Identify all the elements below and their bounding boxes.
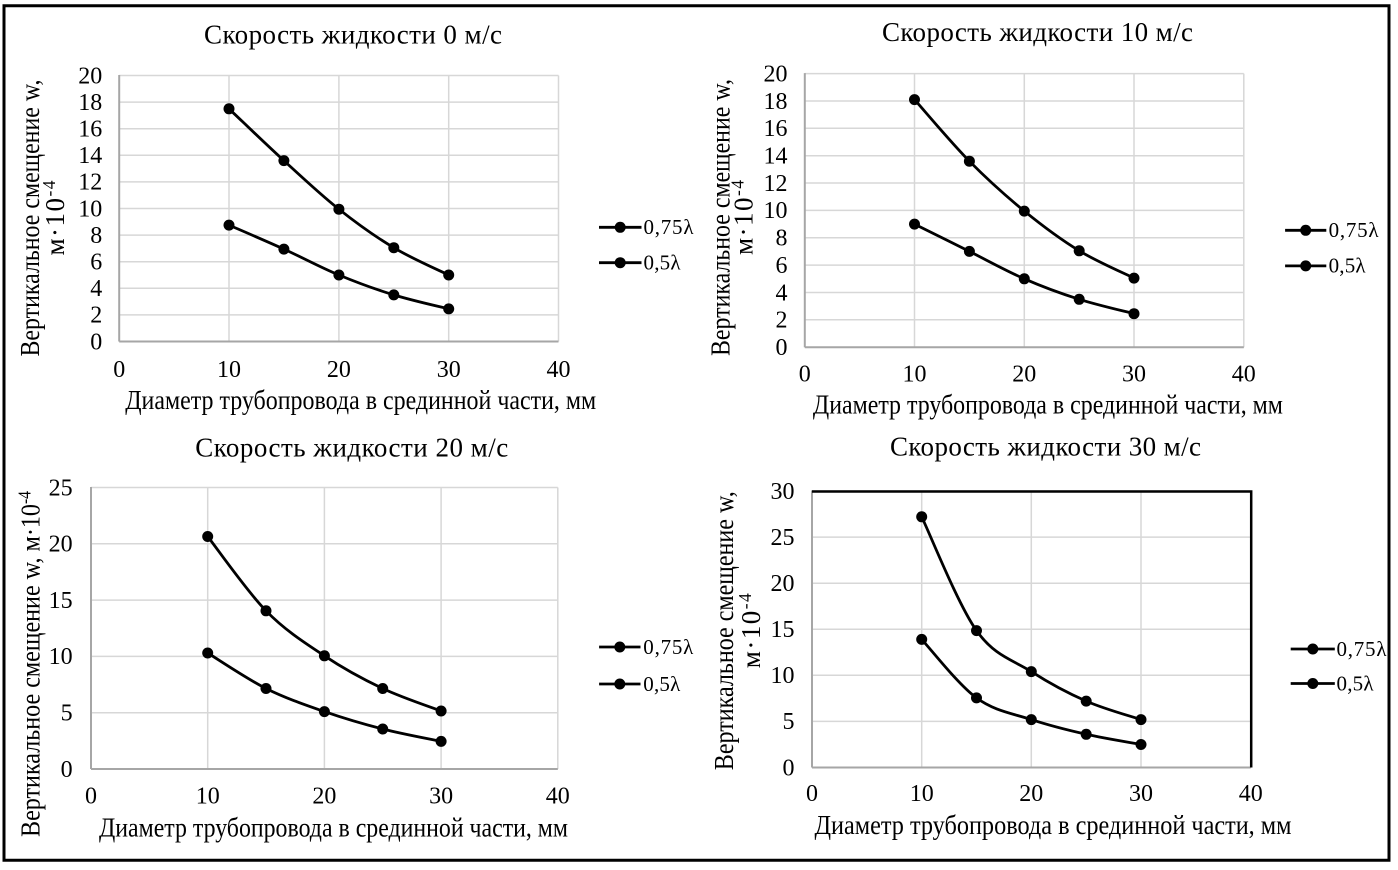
svg-text:20: 20 (771, 571, 795, 597)
svg-text:15: 15 (49, 588, 73, 614)
svg-text:10: 10 (196, 784, 220, 810)
svg-text:40: 40 (546, 784, 570, 810)
svg-text:Вертикальное смещение w,: Вертикальное смещение w, (709, 491, 739, 770)
svg-text:18: 18 (764, 89, 788, 115)
svg-text:Диаметр трубопровода в срединн: Диаметр трубопровода в срединной части, … (99, 813, 568, 843)
svg-text:14: 14 (78, 143, 102, 169)
svg-text:20: 20 (1019, 781, 1043, 807)
svg-text:0: 0 (799, 362, 811, 388)
svg-text:4: 4 (90, 276, 102, 302)
svg-text:Диаметр трубопровода в срединн: Диаметр трубопровода в срединной части, … (815, 810, 1292, 840)
svg-text:0,75λ: 0,75λ (643, 635, 694, 659)
svg-text:10: 10 (771, 663, 795, 689)
svg-text:Диаметр трубопровода в срединн: Диаметр трубопровода в срединной части, … (813, 390, 1283, 420)
svg-text:Скорость жидкости 20 м/с: Скорость жидкости 20 м/с (195, 432, 508, 462)
svg-text:15: 15 (771, 617, 795, 643)
svg-text:0,75λ: 0,75λ (1329, 218, 1380, 242)
svg-text:16: 16 (78, 117, 102, 143)
svg-text:20: 20 (327, 357, 351, 383)
svg-text:0,5λ: 0,5λ (644, 251, 682, 275)
svg-text:Скорость жидкости 30 м/с: Скорость жидкости 30 м/с (890, 432, 1201, 462)
svg-text:Диаметр трубопровода в срединн: Диаметр трубопровода в срединной части, … (125, 385, 596, 415)
svg-text:0,75λ: 0,75λ (1337, 637, 1388, 661)
svg-text:25: 25 (49, 475, 73, 501)
svg-text:10: 10 (217, 357, 241, 383)
svg-text:12: 12 (764, 171, 788, 197)
svg-text:10: 10 (49, 644, 73, 670)
svg-text:20: 20 (49, 532, 73, 558)
svg-text:0,5λ: 0,5λ (643, 672, 681, 696)
svg-text:0: 0 (85, 784, 97, 810)
svg-text:20: 20 (78, 63, 102, 89)
svg-text:Скорость жидкости 10 м/с: Скорость жидкости 10 м/с (882, 17, 1193, 47)
svg-text:Вертикальное смещение w,: Вертикальное смещение w, (706, 79, 736, 356)
svg-text:40: 40 (547, 357, 571, 383)
svg-text:6: 6 (90, 250, 102, 276)
svg-text:0: 0 (806, 781, 818, 807)
svg-text:20: 20 (312, 784, 336, 810)
svg-text:0: 0 (783, 755, 795, 781)
svg-text:40: 40 (1239, 781, 1263, 807)
svg-text:8: 8 (90, 223, 102, 249)
svg-text:30: 30 (437, 357, 461, 383)
svg-text:0,5λ: 0,5λ (1329, 254, 1367, 278)
svg-text:30: 30 (1129, 781, 1153, 807)
svg-text:18: 18 (78, 90, 102, 116)
svg-text:0: 0 (113, 357, 125, 383)
svg-text:Скорость жидкости 0 м/с: Скорость жидкости 0 м/с (204, 20, 502, 50)
svg-text:30: 30 (429, 784, 453, 810)
svg-text:16: 16 (764, 116, 788, 142)
svg-text:2: 2 (90, 303, 102, 329)
svg-text:0,75λ: 0,75λ (644, 215, 695, 239)
svg-text:8: 8 (776, 226, 788, 252)
svg-text:0: 0 (90, 329, 102, 355)
svg-text:м·10-4: м·10-4 (728, 180, 759, 255)
svg-text:0: 0 (776, 335, 788, 361)
svg-text:Вертикальное смещение w,: Вертикальное смещение w, (15, 80, 45, 357)
svg-text:10: 10 (910, 781, 934, 807)
svg-text:14: 14 (764, 144, 788, 170)
svg-text:2: 2 (776, 308, 788, 334)
svg-text:40: 40 (1232, 362, 1256, 388)
svg-text:0: 0 (61, 757, 73, 783)
svg-text:10: 10 (903, 362, 927, 388)
svg-text:6: 6 (776, 253, 788, 279)
svg-text:10: 10 (764, 198, 788, 224)
svg-text:20: 20 (1012, 362, 1036, 388)
svg-text:0,5λ: 0,5λ (1337, 671, 1375, 695)
svg-text:12: 12 (78, 170, 102, 196)
svg-text:30: 30 (771, 479, 795, 505)
svg-text:Вертикальное смещение w, м·10-: Вертикальное смещение w, м·10-4 (15, 491, 46, 837)
svg-text:4: 4 (776, 280, 788, 306)
svg-text:5: 5 (783, 709, 795, 735)
svg-text:30: 30 (1122, 362, 1146, 388)
svg-text:10: 10 (78, 196, 102, 222)
svg-text:25: 25 (771, 525, 795, 551)
svg-text:5: 5 (61, 701, 73, 727)
svg-text:20: 20 (764, 61, 788, 87)
